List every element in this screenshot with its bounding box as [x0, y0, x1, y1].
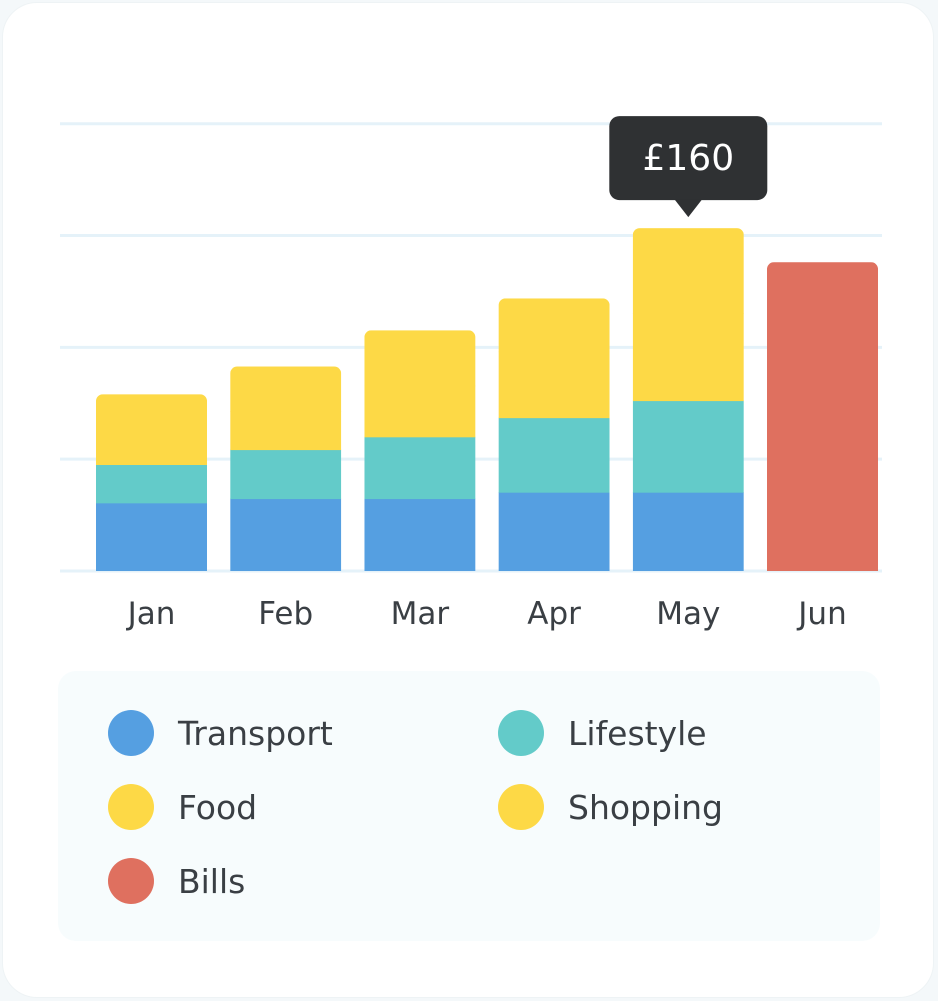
bar-group-jan[interactable]: [96, 394, 207, 571]
bar-segment-mar-food[interactable]: [364, 385, 476, 438]
legend-swatch-transport: [108, 710, 154, 756]
bar-segment-jan-food[interactable]: [96, 430, 207, 465]
bar-segment-jun-bills[interactable]: [767, 262, 878, 571]
bar-segment-may-shopping[interactable]: [632, 228, 744, 314]
legend: Transport Lifestyle Food Shopping Bills: [58, 671, 880, 941]
legend-label: Shopping: [568, 787, 723, 827]
legend-item-bills[interactable]: Bills: [108, 856, 245, 906]
legend-swatch-lifestyle: [498, 710, 544, 756]
bar-segment-apr-shopping[interactable]: [498, 298, 610, 353]
bars: [96, 228, 878, 571]
bar-segment-may-lifestyle[interactable]: [632, 400, 744, 493]
x-axis-labels: Jan Feb Mar Apr May Jun: [126, 596, 847, 632]
stacked-bar-chart: Jan Feb Mar Apr May Jun £160: [60, 116, 882, 632]
legend-label: Bills: [178, 861, 246, 901]
legend-item-transport[interactable]: Transport: [108, 708, 333, 758]
x-tick-label-feb: Feb: [258, 596, 313, 632]
tooltip-pointer: [674, 199, 703, 218]
bar-segment-jan-transport[interactable]: [96, 502, 207, 572]
legend-item-lifestyle[interactable]: Lifestyle: [498, 708, 707, 758]
bar-segment-feb-shopping[interactable]: [230, 366, 342, 412]
x-tick-label-may: May: [656, 596, 720, 632]
bar-segment-may-transport[interactable]: [632, 492, 744, 571]
bar-segment-mar-lifestyle[interactable]: [364, 436, 476, 500]
tooltip-box: [609, 116, 768, 201]
legend-label: Food: [178, 787, 258, 827]
bar-group-jun[interactable]: [767, 262, 878, 571]
legend-item-shopping[interactable]: Shopping: [498, 782, 723, 832]
legend-swatch-shopping: [498, 784, 544, 830]
x-tick-label-mar: Mar: [391, 596, 450, 632]
legend-swatch-bills: [108, 858, 154, 904]
bar-segment-feb-transport[interactable]: [230, 498, 342, 572]
legend-swatch-food: [108, 784, 154, 830]
x-tick-label-apr: Apr: [527, 596, 581, 632]
bar-segment-apr-transport[interactable]: [498, 492, 610, 571]
bar-group-mar[interactable]: [364, 330, 476, 572]
bar-segment-apr-food[interactable]: [498, 351, 610, 419]
legend-label: Lifestyle: [568, 713, 707, 753]
bar-segment-jan-shopping[interactable]: [96, 394, 207, 431]
tooltip-label: £160: [642, 138, 734, 179]
x-tick-label-jun: Jun: [796, 596, 846, 632]
bar-segment-apr-lifestyle[interactable]: [498, 417, 610, 493]
bar-segment-feb-lifestyle[interactable]: [230, 449, 342, 500]
bar-segment-may-food[interactable]: [632, 313, 744, 402]
bar-segment-jan-lifestyle[interactable]: [96, 464, 207, 504]
bar-segment-mar-shopping[interactable]: [364, 330, 476, 387]
bar-group-feb[interactable]: [230, 366, 342, 572]
x-tick-label-jan: Jan: [126, 596, 176, 632]
bar-group-apr[interactable]: [498, 298, 610, 571]
tooltip: £160: [609, 116, 768, 218]
legend-item-food[interactable]: Food: [108, 782, 257, 832]
legend-label: Transport: [178, 713, 333, 753]
bar-segment-mar-transport[interactable]: [364, 498, 476, 572]
bar-segment-feb-food[interactable]: [230, 411, 342, 451]
bar-group-may[interactable]: [632, 228, 744, 571]
